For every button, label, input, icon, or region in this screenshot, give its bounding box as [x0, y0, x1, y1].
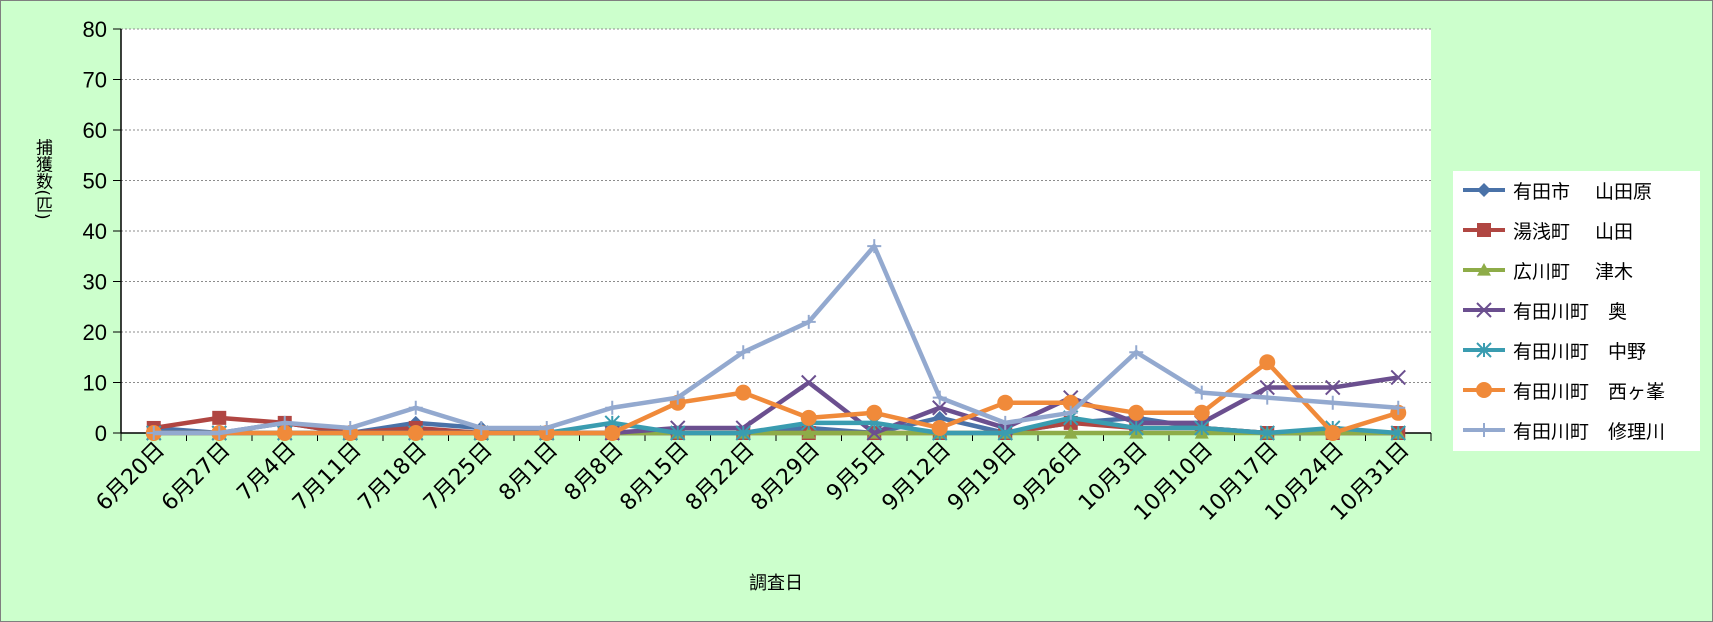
- y-tick-label: 70: [83, 68, 107, 93]
- x-tick-label: 7月11日: [288, 438, 366, 516]
- y-tick-label: 30: [83, 270, 107, 295]
- legend-swatch: [1461, 175, 1507, 205]
- data-point: [932, 420, 948, 436]
- data-point: [866, 405, 882, 421]
- data-point: [735, 385, 751, 401]
- x-tick-label: 8月22日: [681, 438, 759, 516]
- x-tick-label: 7月25日: [419, 438, 497, 516]
- legend-swatch: [1461, 255, 1507, 285]
- legend-label: 有田市 山田原: [1513, 177, 1652, 204]
- data-point: [1259, 354, 1275, 370]
- data-point: [604, 425, 620, 441]
- legend-marker: [1477, 423, 1491, 437]
- legend-swatch: [1461, 415, 1507, 445]
- y-tick-label: 50: [83, 169, 107, 194]
- legend-item: 有田市 山田原: [1461, 175, 1652, 205]
- x-tick-label: 8月15日: [616, 438, 694, 516]
- legend-label: 湯浅町 山田: [1513, 217, 1633, 244]
- legend-marker: [1477, 223, 1491, 237]
- data-point: [1325, 425, 1341, 441]
- legend-item: 有田川町 奥: [1461, 295, 1627, 325]
- legend-label: 広川町 津木: [1513, 257, 1633, 284]
- x-tick-label: 9月12日: [878, 438, 956, 516]
- legend-label: 有田川町 中野: [1513, 337, 1646, 364]
- legend-swatch: [1461, 375, 1507, 405]
- legend-label: 有田川町 修理川: [1513, 417, 1665, 444]
- legend-label: 有田川町 西ヶ峯: [1513, 377, 1665, 404]
- y-tick-label: 80: [83, 17, 107, 42]
- y-tick-label: 60: [83, 118, 107, 143]
- legend-marker: [1476, 382, 1492, 398]
- x-tick-label: 7月18日: [354, 438, 432, 516]
- data-point: [997, 395, 1013, 411]
- legend-item: 有田川町 西ヶ峯: [1461, 375, 1665, 405]
- y-tick-label: 20: [83, 320, 107, 345]
- x-tick-label: 6月20日: [92, 438, 170, 516]
- x-tick-label: 8月29日: [747, 438, 825, 516]
- data-point: [212, 411, 226, 425]
- x-tick-label: 8月1日: [494, 438, 563, 507]
- legend-marker: [1477, 183, 1491, 197]
- legend-item: 有田川町 中野: [1461, 335, 1646, 365]
- legend-swatch: [1461, 215, 1507, 245]
- x-tick-label: 6月27日: [157, 438, 235, 516]
- x-axis-title: 調査日: [749, 573, 803, 594]
- y-tick-label: 40: [83, 219, 107, 244]
- data-point: [1194, 405, 1210, 421]
- legend-swatch: [1461, 335, 1507, 365]
- x-tick-label: 9月19日: [943, 438, 1021, 516]
- legend-swatch: [1461, 295, 1507, 325]
- y-tick-label: 0: [95, 421, 107, 446]
- legend-label: 有田川町 奥: [1513, 297, 1627, 324]
- data-point: [1128, 405, 1144, 421]
- legend-item: 湯浅町 山田: [1461, 215, 1633, 245]
- y-axis-title: 捕獲数(匹): [32, 138, 53, 219]
- legend-item: 広川町 津木: [1461, 255, 1633, 285]
- data-point: [801, 410, 817, 426]
- chart-legend: 有田市 山田原 湯浅町 山田 広川町 津木 有田川町 奥有田川町 中野 有田川町 西ヶ峯…: [1453, 171, 1700, 451]
- x-tick-label: 9月26日: [1009, 438, 1087, 516]
- legend-item: 有田川町 修理川: [1461, 415, 1665, 445]
- data-point: [408, 425, 424, 441]
- y-tick-label: 10: [83, 371, 107, 396]
